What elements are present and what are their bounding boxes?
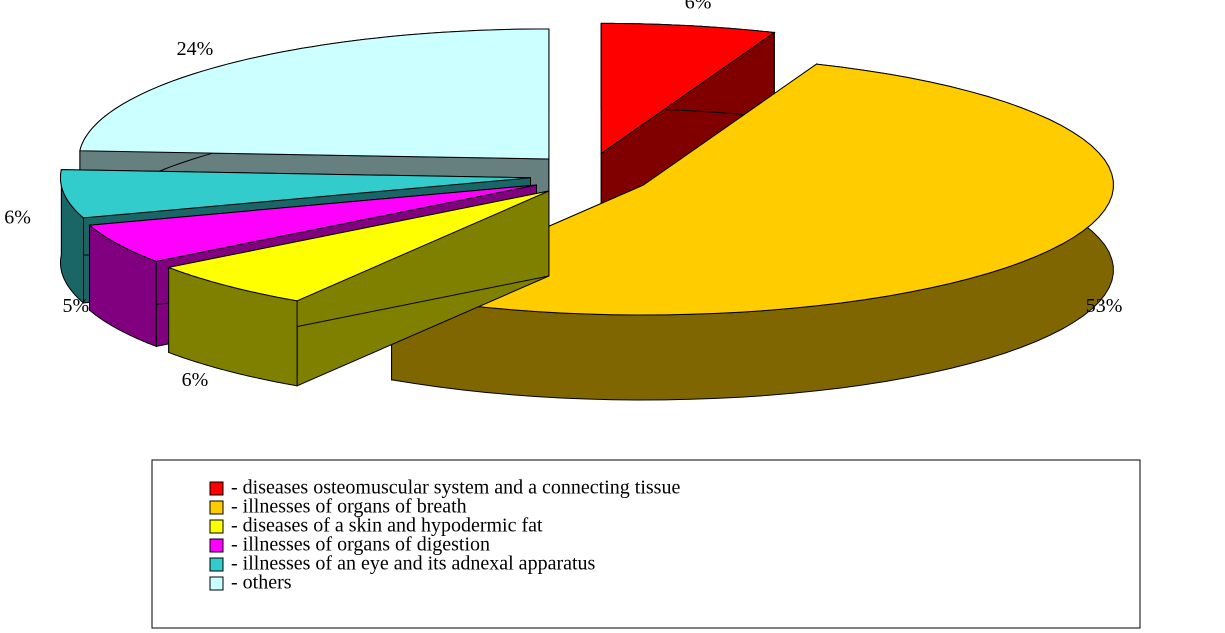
legend-swatch: [209, 519, 224, 534]
legend-box: [151, 459, 1141, 629]
data-label: 24%: [177, 38, 214, 60]
legend-swatch: [209, 557, 224, 572]
data-label: 5%: [63, 295, 90, 317]
slice-top: [600, 22, 776, 155]
slice-top: [60, 169, 531, 219]
slice-top: [88, 184, 537, 262]
slice-top: [389, 63, 1114, 316]
legend-swatch: [209, 538, 224, 553]
legend-label: - illnesses of organs of breath: [231, 496, 467, 518]
legend-label: - diseases osteomuscular system and a co…: [231, 477, 680, 499]
data-label: 6%: [182, 369, 209, 391]
legend-swatch: [209, 481, 224, 496]
legend-label: - illnesses of an eye and its adnexal ap…: [231, 553, 596, 575]
slice: [166, 190, 550, 387]
legend-label: - diseases of a skin and hypodermic fat: [231, 515, 543, 537]
data-label: 6%: [685, 0, 712, 13]
slice: [389, 63, 1114, 401]
data-label: 53%: [1086, 295, 1123, 317]
legend-label: - others: [231, 572, 292, 594]
legend-label: - illnesses of organs of digestion: [231, 534, 490, 556]
data-label: 6%: [4, 206, 31, 228]
slice-top: [79, 28, 550, 160]
slice-top: [166, 190, 550, 302]
legend-swatch: [209, 500, 224, 515]
legend-swatch: [209, 576, 224, 591]
